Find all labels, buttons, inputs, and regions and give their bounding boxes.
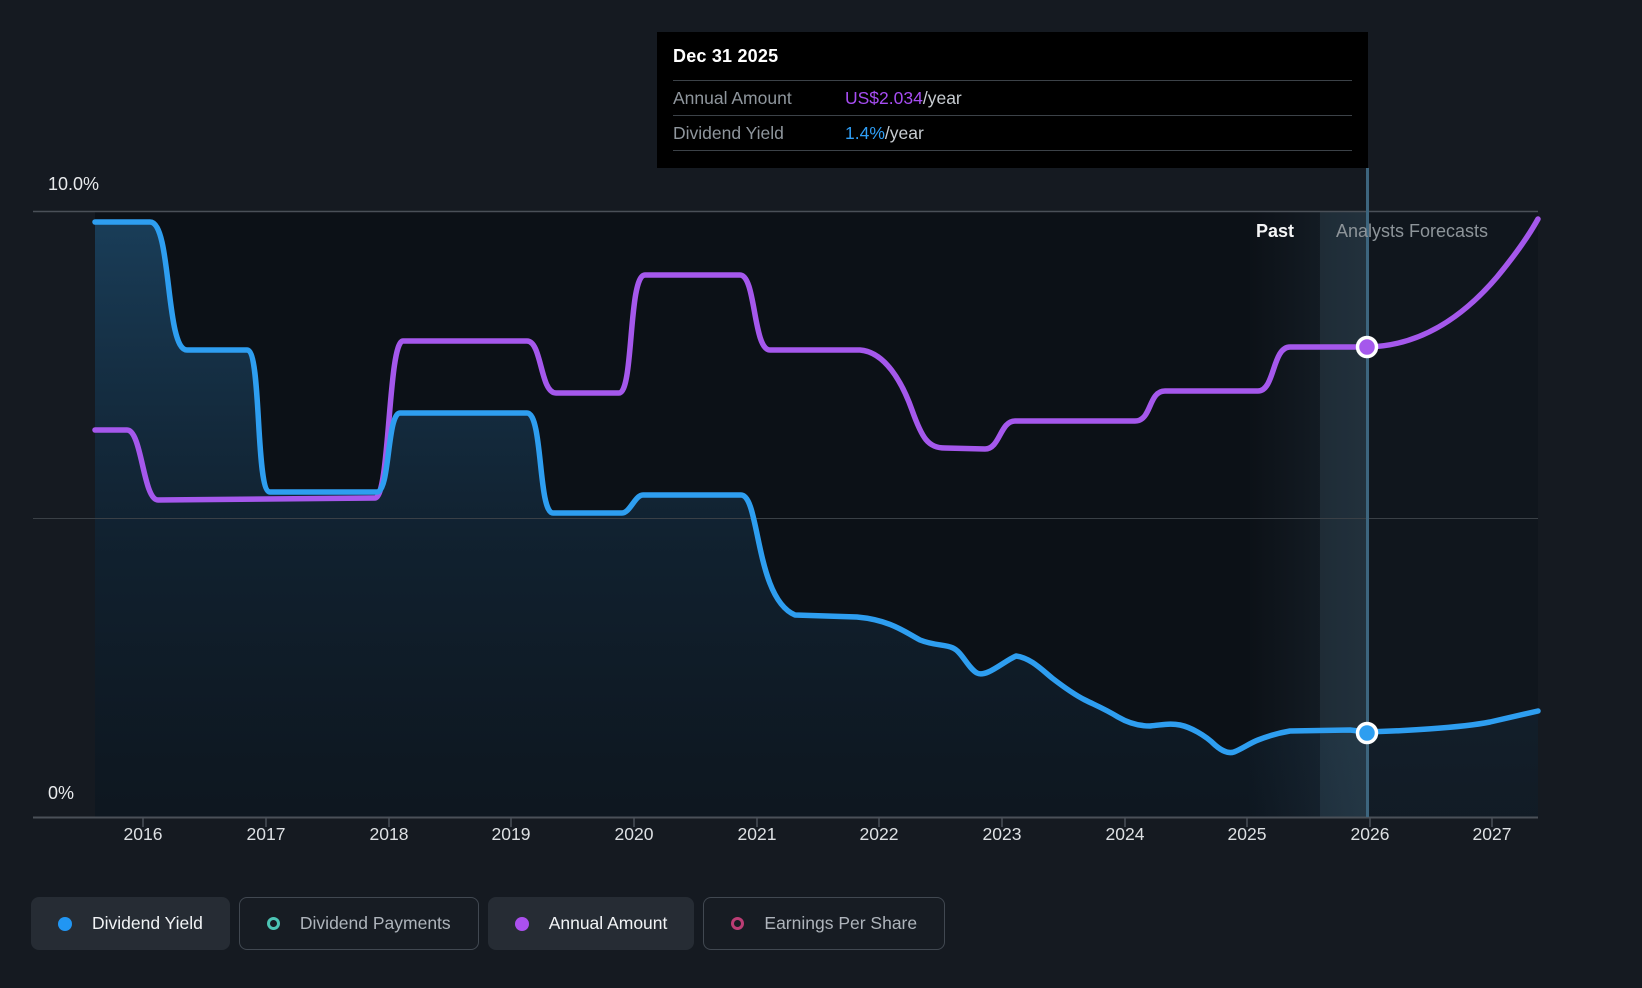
dividend-yield-line[interactable] (92, 219, 1541, 756)
earnings-per-share-ring-icon (731, 917, 745, 930)
tooltip-separator (673, 80, 1352, 81)
x-tick-2024: 2024 (1105, 824, 1145, 844)
x-tick-2027: 2027 (1472, 824, 1512, 844)
annual-amount-line[interactable] (92, 216, 1541, 503)
tooltip-date: Dec 31 2025 (673, 45, 779, 66)
dividend-yield-marker[interactable] (1355, 721, 1379, 745)
tooltip-value-suffix: /year (922, 87, 962, 108)
past-fade-band (1247, 211, 1368, 817)
tooltip-row-dividend-yield: Dividend Yield 1.4% /year (673, 116, 1352, 150)
tooltip-separator (673, 150, 1352, 151)
x-tick-2026: 2026 (1350, 824, 1390, 844)
tooltip-separator (673, 115, 1352, 116)
chart-tooltip: Dec 31 2025 Annual Amount US$2.034 /year… (657, 32, 1368, 168)
legend-label: Dividend Yield (92, 913, 203, 933)
legend-label: Annual Amount (548, 913, 668, 933)
tooltip-value: 1.4% (845, 122, 885, 143)
legend-earnings-per-share-button[interactable]: Earnings Per Share (703, 897, 946, 950)
x-tick-2017: 2017 (246, 824, 286, 844)
chart-legend: Dividend Yield Dividend Payments Annual … (31, 897, 946, 950)
legend-label: Dividend Payments (299, 913, 451, 933)
annual-amount-dot-icon (514, 916, 529, 931)
tooltip-value: US$2.034 (845, 87, 923, 108)
past-label: Past (1256, 221, 1295, 241)
legend-dividend-yield-button[interactable]: Dividend Yield (31, 897, 230, 950)
y-axis-bottom-label: 0% (48, 783, 75, 803)
x-tick-2019: 2019 (491, 824, 531, 844)
x-tick-2021: 2021 (737, 824, 777, 844)
x-tick-2018: 2018 (369, 824, 409, 844)
x-tick-2023: 2023 (982, 824, 1022, 844)
tooltip-value-suffix: /year (884, 122, 924, 143)
x-axis-ticks (142, 818, 1493, 827)
legend-dividend-payments-button[interactable]: Dividend Payments (238, 897, 479, 950)
past-bright-band (1320, 211, 1368, 817)
dividend-yield-dot-icon (58, 916, 72, 931)
x-tick-2025: 2025 (1227, 824, 1267, 844)
dividend-yield-area (95, 222, 1538, 817)
dividend-payments-ring-icon (266, 917, 280, 930)
legend-annual-amount-button[interactable]: Annual Amount (487, 897, 695, 950)
x-tick-2020: 2020 (614, 824, 654, 844)
x-tick-2016: 2016 (123, 824, 163, 844)
annual-amount-marker[interactable] (1355, 335, 1379, 359)
x-tick-2022: 2022 (859, 824, 899, 844)
tooltip-row-annual-amount: Annual Amount US$2.034 /year (673, 81, 1352, 115)
tooltip-label: Annual Amount (673, 87, 792, 108)
analysts-forecasts-label: Analysts Forecasts (1336, 221, 1489, 241)
legend-label: Earnings Per Share (764, 913, 918, 933)
y-axis-top-label: 10.0% (48, 174, 100, 194)
tooltip-label: Dividend Yield (673, 122, 784, 143)
